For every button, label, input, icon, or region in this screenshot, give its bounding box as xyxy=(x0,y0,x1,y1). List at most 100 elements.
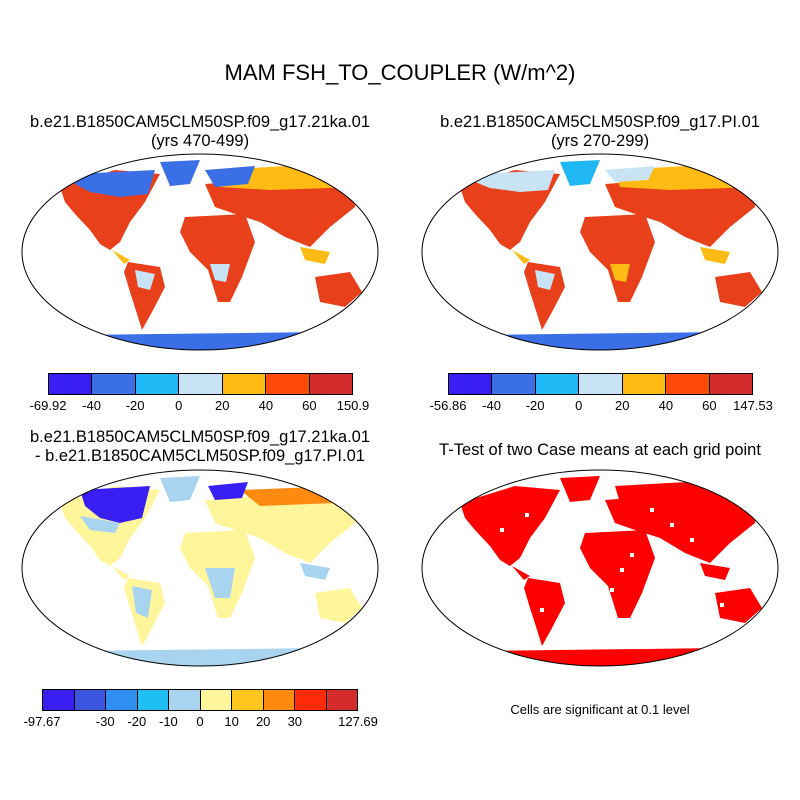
land-eurasia xyxy=(205,488,360,563)
land-central-america xyxy=(512,566,530,580)
significance-note: Cells are significant at 0.1 level xyxy=(510,702,690,717)
map-panel-bottom-right xyxy=(421,469,779,667)
map-panel-top-right xyxy=(421,153,779,351)
colorbar-tick: 10 xyxy=(224,714,239,729)
colorbar-tick: -20 xyxy=(127,714,147,729)
land-antarctica xyxy=(460,332,740,350)
land-eurasia xyxy=(605,172,760,247)
land-se-asia xyxy=(700,247,730,264)
land-north-america-cool xyxy=(475,170,555,192)
ttest-title: T-Test of two Case means at each grid po… xyxy=(439,441,761,459)
colorbar-bin xyxy=(106,690,138,710)
land-eurasia xyxy=(205,172,360,247)
colorbar-bin xyxy=(579,374,623,394)
colorbar-labels-top-left: -69.92 -40 -20 0 20 40 60 150.9 xyxy=(30,398,370,416)
colorbar-tick: 60 xyxy=(302,398,317,413)
colorbar-bin xyxy=(535,374,580,394)
land-australia xyxy=(315,272,362,307)
land-antarctica xyxy=(460,648,740,666)
colorbar-tick: 127.69 xyxy=(338,714,378,729)
land-greenland xyxy=(160,160,200,186)
colorbar-top-right xyxy=(448,373,753,395)
colorbar-tick: -97.67 xyxy=(23,714,61,729)
colorbar-labels-top-right: -56.86 -40 -20 0 20 40 60 147.53 xyxy=(430,398,773,416)
colorbar-bin xyxy=(263,690,295,710)
colorbar-bin xyxy=(200,690,232,710)
land-south-america xyxy=(524,578,565,646)
land-scandinavia-cold xyxy=(208,482,248,500)
land-antarctica xyxy=(60,648,340,666)
land-north-america xyxy=(460,486,560,566)
colorbar-tick: 40 xyxy=(658,398,674,413)
colorbar-bin xyxy=(295,690,327,710)
colorbar-bin xyxy=(709,374,752,394)
colorbar-tick: 0 xyxy=(575,398,583,413)
colorbar-tick: -69.92 xyxy=(29,398,67,413)
land-eurasia xyxy=(605,488,760,563)
land-se-asia xyxy=(300,247,330,264)
colorbar-bin xyxy=(179,374,223,394)
colorbar-tick: 20 xyxy=(255,714,271,729)
colorbar-tick: 30 xyxy=(287,714,303,729)
land-africa xyxy=(580,214,655,302)
colorbar-bin xyxy=(137,690,169,710)
land-africa xyxy=(180,214,255,302)
colorbar-tick: -20 xyxy=(525,398,545,413)
nonsignificant-cells xyxy=(500,508,724,612)
colorbar-labels-bottom-left: -97.67 -30 -20 -10 0 10 20 30 127.69 xyxy=(24,714,378,732)
colorbar-bin xyxy=(49,374,93,394)
colorbar-top-left xyxy=(48,373,353,395)
panel-case-name: b.e21.B1850CAM5CLM50SP.f09_g17.21ka.01 xyxy=(29,113,371,131)
land-africa-cool xyxy=(205,568,235,598)
land-australia xyxy=(715,272,762,307)
land-south-america-cool xyxy=(135,270,155,290)
colorbar-tick: 0 xyxy=(196,714,204,729)
land-south-america-cool xyxy=(535,270,555,290)
colorbar-tick: 20 xyxy=(615,398,630,413)
land-antarctica xyxy=(60,332,340,350)
colorbar-bin xyxy=(622,374,667,394)
land-scandinavia-cold xyxy=(205,166,255,187)
land-australia xyxy=(715,588,762,623)
land-central-america xyxy=(112,250,130,264)
panel-years: (yrs 270-299) xyxy=(550,132,650,150)
panel-case-name: b.e21.B1850CAM5CLM50SP.f09_g17.PI.01 xyxy=(440,113,760,131)
colorbar-tick: 20 xyxy=(215,398,230,413)
land-north-america-cold xyxy=(80,486,150,523)
colorbar-tick: -40 xyxy=(82,398,101,413)
land-central-america xyxy=(112,566,130,580)
figure-title: MAM FSH_TO_COUPLER (W/m^2) xyxy=(224,60,576,85)
colorbar-tick: -10 xyxy=(158,714,178,729)
colorbar-bin xyxy=(449,374,493,394)
colorbar-tick: 150.9 xyxy=(336,398,370,413)
land-greenland xyxy=(160,476,200,502)
colorbar-bin xyxy=(492,374,536,394)
land-africa-cool xyxy=(210,264,230,282)
colorbar-bin xyxy=(266,374,310,394)
colorbar-tick: 0 xyxy=(175,398,183,413)
colorbar-bin xyxy=(135,374,180,394)
land-south-america-cool xyxy=(132,586,152,618)
colorbar-tick: -20 xyxy=(125,398,145,413)
land-africa xyxy=(580,530,655,618)
colorbar-bin xyxy=(222,374,267,394)
land-greenland xyxy=(560,476,600,502)
colorbar-tick: 40 xyxy=(258,398,274,413)
diff-title-line1: b.e21.B1850CAM5CLM50SP.f09_g17.21ka.01 xyxy=(29,428,371,446)
colorbar-tick: 60 xyxy=(702,398,717,413)
land-se-asia xyxy=(300,563,330,580)
colorbar-bin xyxy=(169,690,201,710)
colorbar-bin xyxy=(309,374,352,394)
panel-years: (yrs 470-499) xyxy=(150,132,250,150)
diff-title-line2: - b.e21.B1850CAM5CLM50SP.f09_g17.PI.01 xyxy=(35,447,365,465)
colorbar-tick: 147.53 xyxy=(733,398,773,413)
land-south-america xyxy=(124,262,165,330)
colorbar-bin xyxy=(43,690,75,710)
land-scandinavia xyxy=(605,166,655,182)
land-north-america-cold xyxy=(75,170,155,197)
colorbar-bin xyxy=(74,690,106,710)
land-se-asia xyxy=(700,563,730,580)
colorbar-bin xyxy=(232,690,264,710)
land-africa-cool xyxy=(610,264,630,282)
colorbar-tick: -56.86 xyxy=(429,398,467,413)
